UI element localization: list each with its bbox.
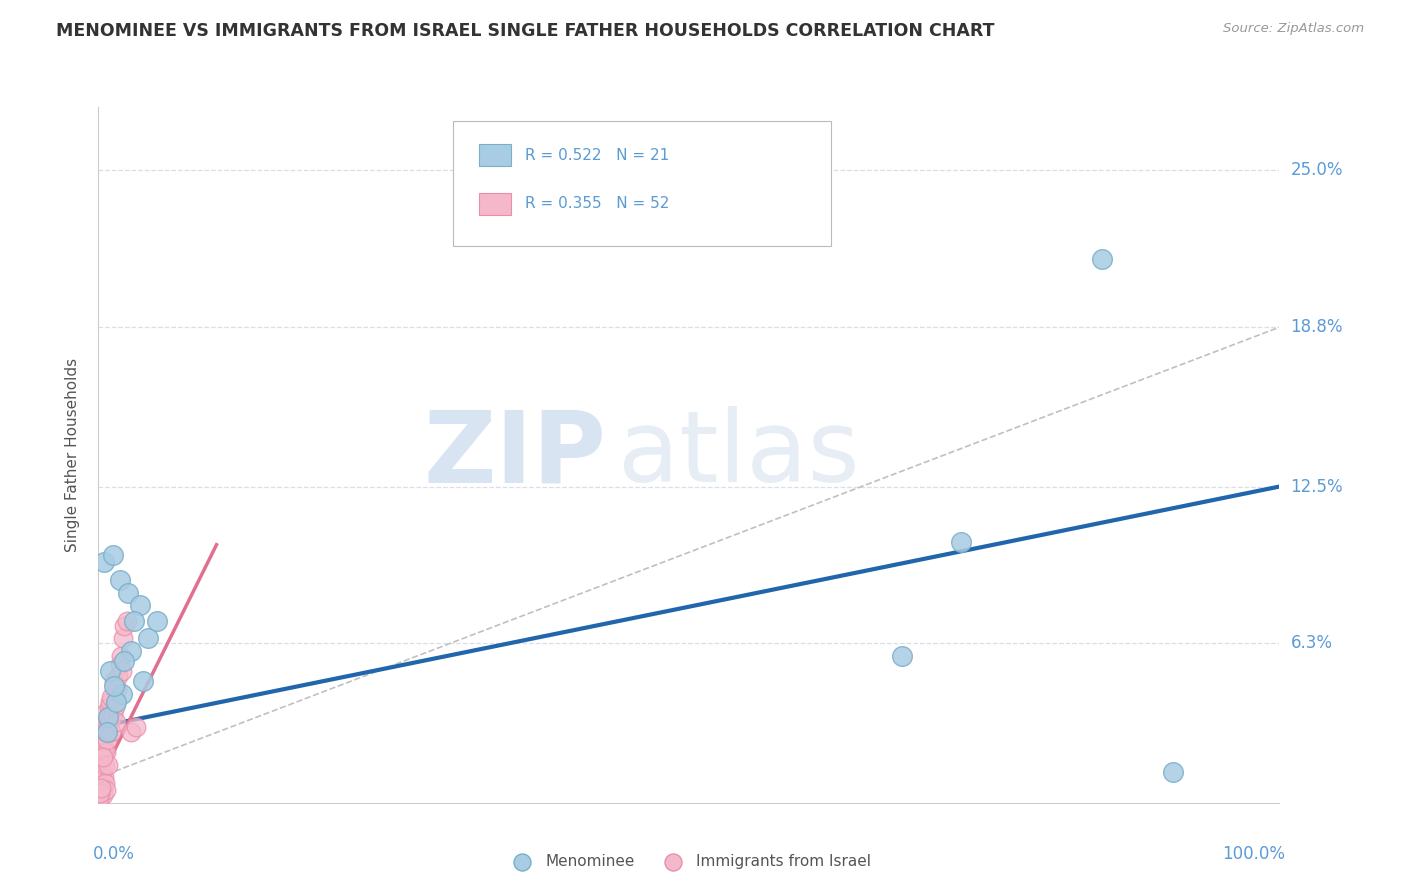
- Point: [103, 674, 125, 689]
- Point: [93, 750, 115, 764]
- FancyBboxPatch shape: [453, 121, 831, 246]
- Point: [98, 695, 121, 709]
- Point: [91, 732, 114, 747]
- Point: [97, 710, 120, 724]
- Text: 18.8%: 18.8%: [1291, 318, 1343, 336]
- Point: [97, 757, 120, 772]
- Point: [107, 669, 129, 683]
- Bar: [478, 193, 510, 215]
- Point: [98, 699, 121, 714]
- Point: [91, 765, 114, 780]
- Text: 0.0%: 0.0%: [93, 845, 135, 863]
- Point: [89, 765, 111, 780]
- Y-axis label: Single Father Households: Single Father Households: [65, 358, 80, 552]
- Text: MENOMINEE VS IMMIGRANTS FROM ISRAEL SINGLE FATHER HOUSEHOLDS CORRELATION CHART: MENOMINEE VS IMMIGRANTS FROM ISRAEL SING…: [56, 22, 994, 40]
- Point: [90, 775, 112, 789]
- Point: [93, 775, 115, 789]
- Text: ZIP: ZIP: [423, 407, 606, 503]
- Point: [122, 614, 145, 628]
- Point: [93, 740, 115, 755]
- Point: [100, 725, 122, 739]
- Point: [90, 780, 112, 795]
- Point: [90, 750, 112, 764]
- Point: [91, 720, 114, 734]
- Point: [89, 757, 111, 772]
- Point: [94, 714, 117, 729]
- Point: [112, 618, 135, 632]
- Text: 12.5%: 12.5%: [1291, 477, 1343, 496]
- Point: [105, 714, 128, 729]
- Point: [90, 771, 112, 785]
- Point: [112, 632, 135, 646]
- Text: 100.0%: 100.0%: [1222, 845, 1285, 863]
- Bar: [478, 145, 510, 166]
- Point: [91, 750, 114, 764]
- Point: [121, 644, 143, 658]
- Point: [108, 573, 131, 587]
- Point: [94, 783, 117, 797]
- Point: [105, 695, 128, 709]
- Point: [103, 680, 125, 694]
- Text: Source: ZipAtlas.com: Source: ZipAtlas.com: [1223, 22, 1364, 36]
- Point: [93, 788, 115, 802]
- Point: [101, 548, 124, 562]
- Text: atlas: atlas: [619, 407, 859, 503]
- Point: [97, 725, 120, 739]
- Point: [89, 790, 111, 805]
- Point: [121, 725, 143, 739]
- Point: [100, 690, 122, 704]
- Point: [117, 586, 139, 600]
- Point: [91, 780, 114, 795]
- Point: [132, 674, 155, 689]
- Point: [111, 665, 134, 679]
- Point: [108, 657, 131, 671]
- Point: [93, 771, 115, 785]
- Point: [93, 556, 115, 570]
- Point: [949, 535, 972, 549]
- Point: [146, 614, 169, 628]
- Point: [89, 783, 111, 797]
- Point: [93, 707, 115, 722]
- Point: [89, 775, 111, 789]
- Point: [136, 632, 159, 646]
- Legend: Menominee, Immigrants from Israel: Menominee, Immigrants from Israel: [501, 848, 877, 875]
- Point: [125, 720, 148, 734]
- Point: [110, 648, 132, 663]
- Point: [105, 681, 128, 696]
- Point: [101, 707, 124, 722]
- Point: [94, 757, 117, 772]
- Point: [90, 786, 112, 800]
- Point: [94, 725, 117, 739]
- Point: [128, 599, 150, 613]
- Text: 25.0%: 25.0%: [1291, 161, 1343, 179]
- Point: [87, 788, 110, 802]
- Point: [94, 745, 117, 759]
- Text: R = 0.522   N = 21: R = 0.522 N = 21: [524, 148, 669, 162]
- Point: [98, 714, 121, 729]
- Point: [96, 720, 118, 734]
- Point: [1091, 252, 1114, 266]
- Point: [111, 687, 134, 701]
- Point: [115, 614, 138, 628]
- Point: [90, 745, 112, 759]
- Point: [89, 786, 111, 800]
- Point: [96, 725, 118, 739]
- Point: [1161, 765, 1184, 780]
- Point: [112, 654, 135, 668]
- Point: [96, 732, 118, 747]
- Point: [98, 665, 121, 679]
- Point: [890, 648, 912, 663]
- Point: [104, 699, 127, 714]
- Text: 6.3%: 6.3%: [1291, 634, 1333, 652]
- Text: R = 0.355   N = 52: R = 0.355 N = 52: [524, 196, 669, 211]
